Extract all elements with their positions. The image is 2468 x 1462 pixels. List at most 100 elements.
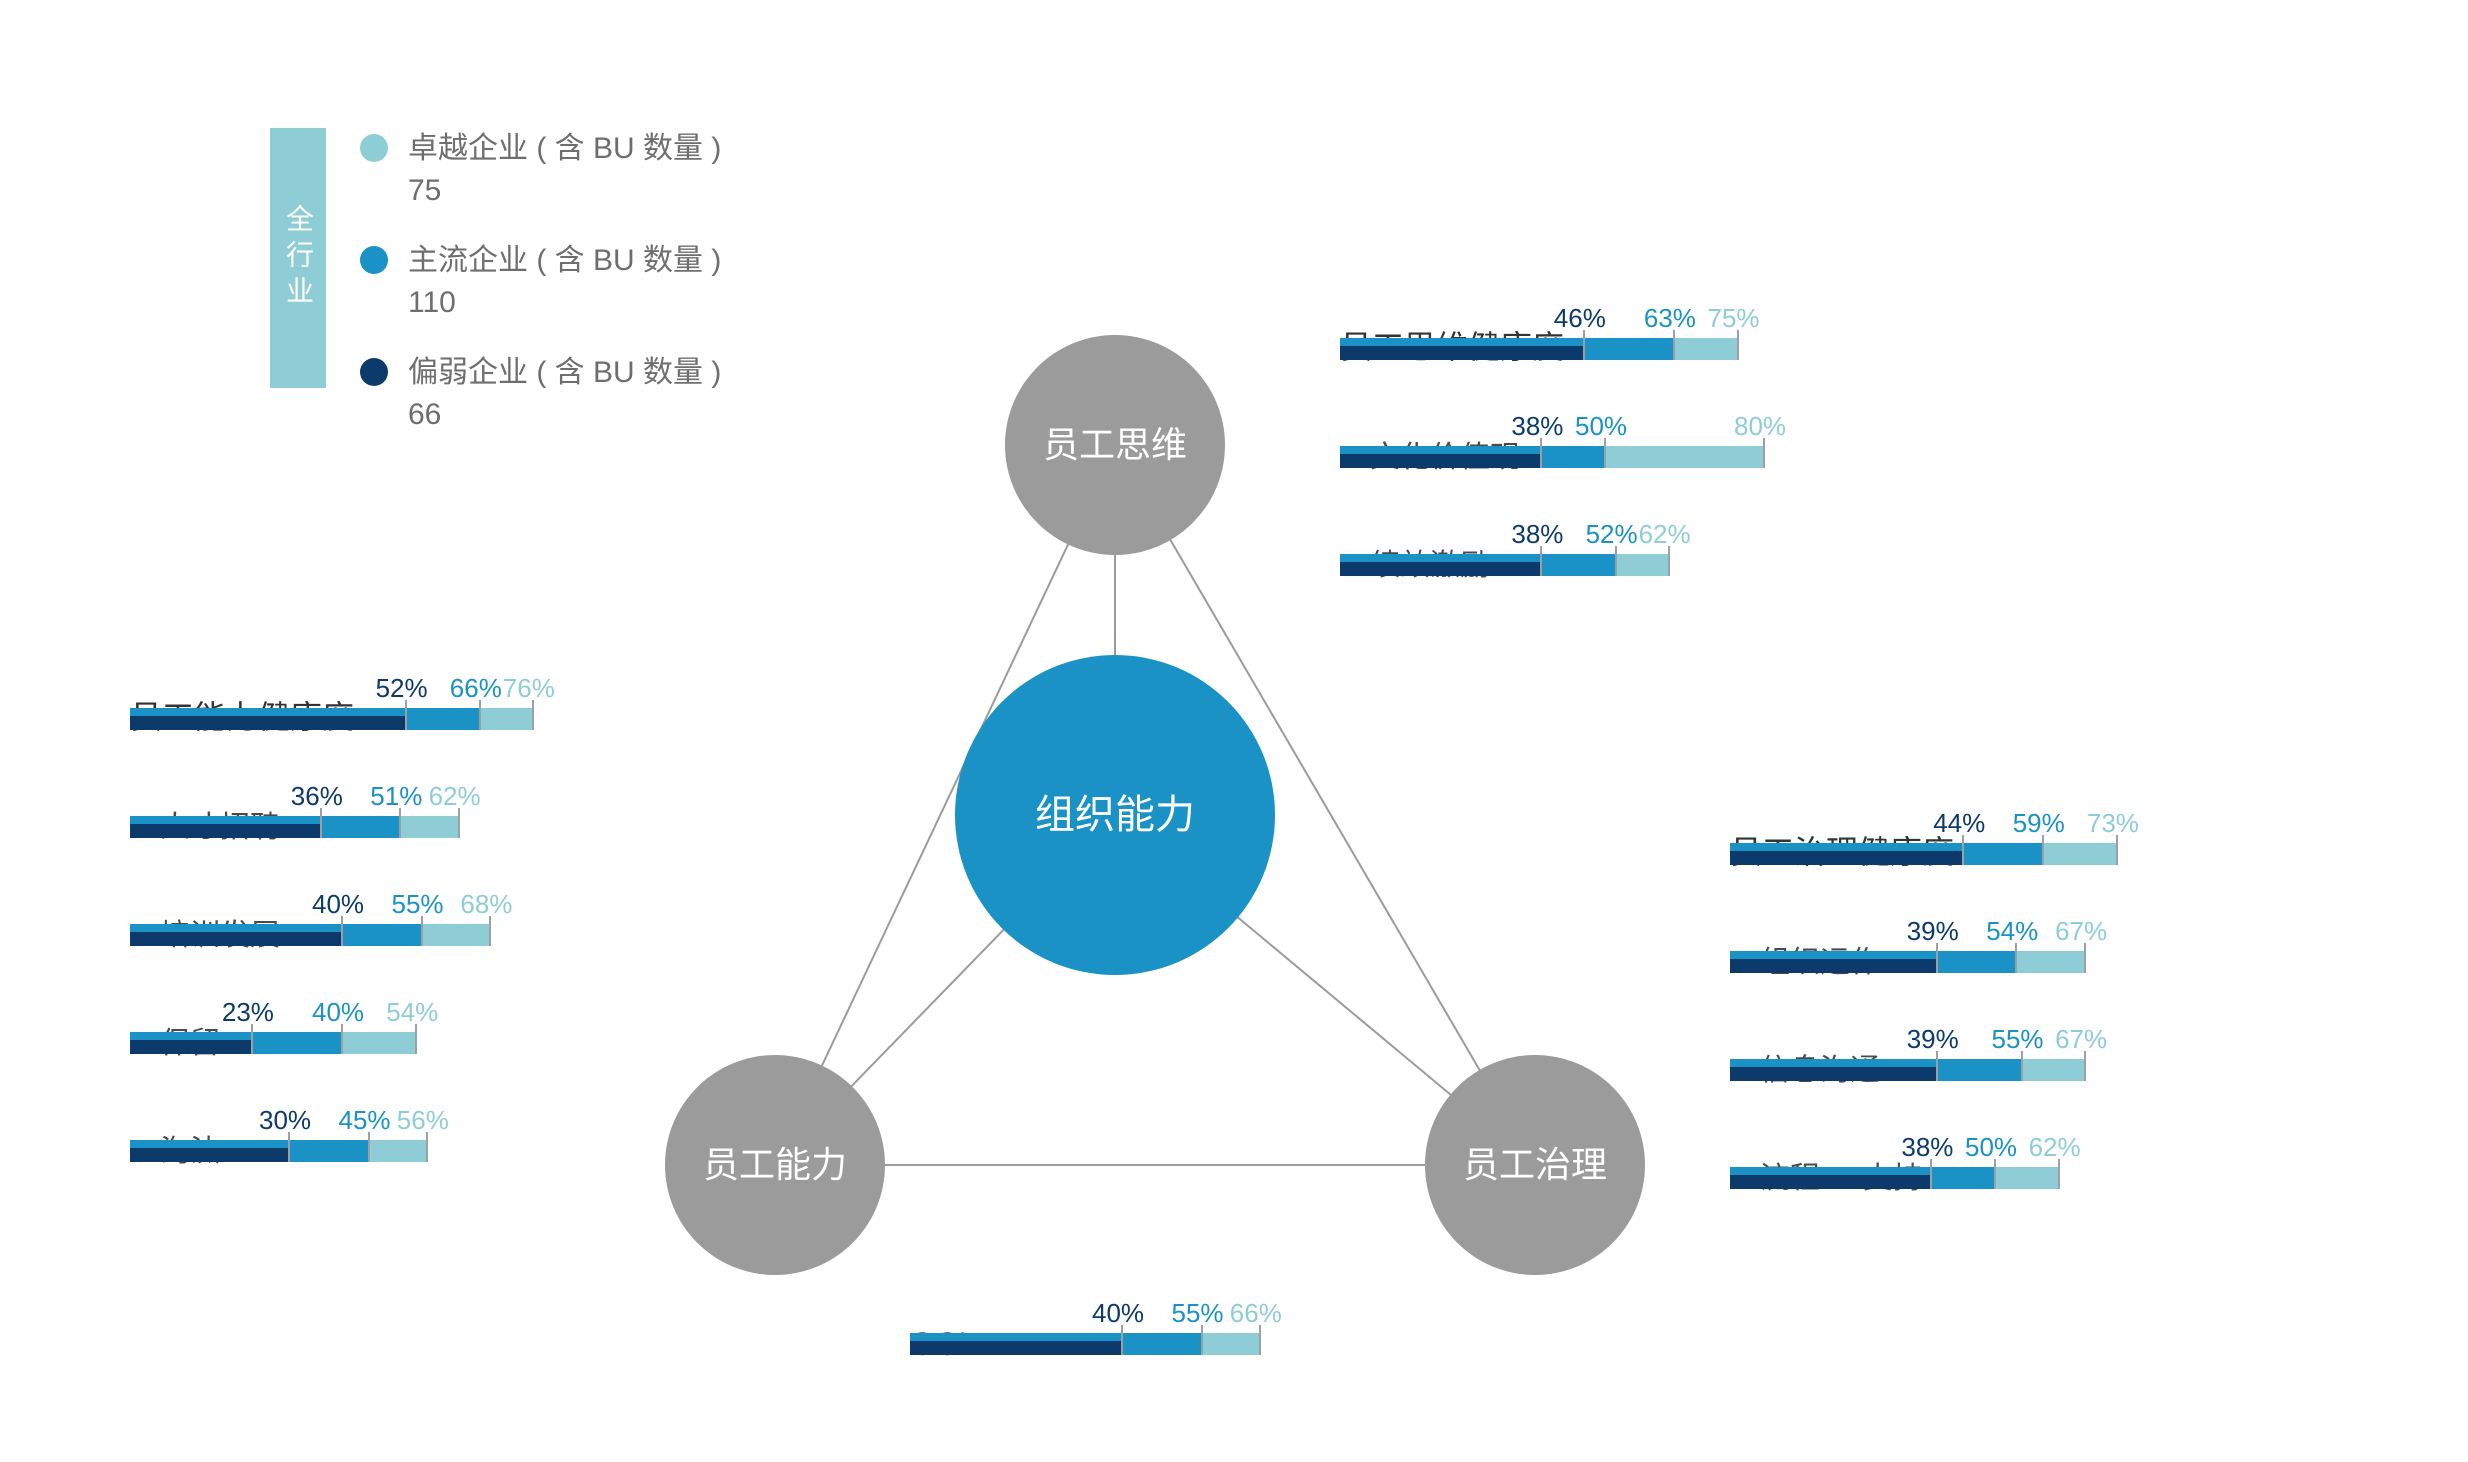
bar-pct-main: 55% [1172, 1298, 1224, 1329]
bar-row: ・信息沟通39%55%67% [1730, 1021, 2380, 1081]
bar-row: ・流程 IT 支持38%50%62% [1730, 1129, 2380, 1189]
bar-row: OCI40%55%66% [910, 1295, 1560, 1355]
bar-pct-excel: 56% [397, 1105, 449, 1136]
bar-track: 员工治理健康度44%59%73% [1730, 805, 2260, 865]
bar-tick [2116, 835, 2118, 865]
bar-tick [421, 916, 423, 946]
bar-pct-excel: 80% [1734, 411, 1786, 442]
bar-pct-main: 54% [1986, 916, 2038, 947]
legend-item: 偏弱企业 ( 含 BU 数量 )66 [360, 352, 721, 436]
bar-pct-excel: 66% [1230, 1298, 1282, 1329]
bar-tick [1737, 330, 1739, 360]
bar-pct-weak: 44% [1933, 808, 1985, 839]
bar-seg-weak [130, 716, 406, 730]
bar-track: 员工能力健康度52%66%76% [130, 670, 660, 730]
bar-pct-weak: 40% [312, 889, 364, 920]
bar-tick [2058, 1159, 2060, 1189]
bar-tick [1936, 943, 1938, 973]
legend-badge: 全行业 [270, 128, 326, 388]
bar-pct-excel: 68% [460, 889, 512, 920]
bar-row: ・淘汰30%45%56% [130, 1102, 780, 1162]
bar-row: ・绩效激励38%52%62% [1340, 516, 1990, 576]
bar-pct-main: 55% [392, 889, 444, 920]
bar-row: 员工思维健康度46%63%75% [1340, 300, 1990, 360]
bar-pct-main: 45% [339, 1105, 391, 1136]
bar-track: ・绩效激励38%52%62% [1340, 516, 1870, 576]
bar-pct-excel: 54% [386, 997, 438, 1028]
bar-pct-weak: 36% [291, 781, 343, 812]
bar-seg-weak [1340, 562, 1541, 576]
legend-badge-label: 全行业 [278, 204, 318, 312]
bar-row: ・人才招聘36%51%62% [130, 778, 780, 838]
bar-row: 员工治理健康度44%59%73% [1730, 805, 2380, 865]
bar-tick [532, 700, 534, 730]
legend-item-label: 主流企业 ( 含 BU 数量 ) [408, 240, 721, 282]
bar-row: ・保留23%40%54% [130, 994, 780, 1054]
bar-tick [399, 808, 401, 838]
bar-tick [1259, 1325, 1261, 1355]
bar-track: 员工思维健康度46%63%75% [1340, 300, 1870, 360]
bar-pct-excel: 62% [1639, 519, 1691, 550]
bar-tick [1540, 546, 1542, 576]
node-govern: 员工治理 [1425, 1055, 1645, 1275]
bar-group-mind: 员工思维健康度46%63%75% ・文化价值观38%50%80% ・绩效激励38%5… [1340, 300, 1990, 624]
legend-item-label: 偏弱企业 ( 含 BU 数量 ) [408, 352, 721, 394]
bar-seg-weak [130, 1040, 252, 1054]
bar-tick [2021, 1051, 2023, 1081]
legend-item: 主流企业 ( 含 BU 数量 )110 [360, 240, 721, 324]
bar-pct-excel: 76% [503, 673, 555, 704]
bar-seg-weak [1730, 959, 1937, 973]
bar-seg-weak [910, 1341, 1122, 1355]
bar-pct-weak: 30% [259, 1105, 311, 1136]
bar-track: ・流程 IT 支持38%50%62% [1730, 1129, 2260, 1189]
legend-items: 卓越企业 ( 含 BU 数量 )75 主流企业 ( 含 BU 数量 )110 偏弱企… [360, 128, 721, 464]
bar-pct-main: 51% [370, 781, 422, 812]
legend-item-count: 110 [408, 282, 721, 324]
bar-seg-weak [1730, 851, 1963, 865]
legend-text: 卓越企业 ( 含 BU 数量 )75 [408, 128, 721, 212]
bar-pct-main: 52% [1586, 519, 1638, 550]
bar-tick [2084, 943, 2086, 973]
bar-pct-excel: 75% [1708, 303, 1760, 334]
bar-pct-weak: 38% [1511, 411, 1563, 442]
bar-track: ・培训发展40%55%68% [130, 886, 660, 946]
bar-tick [489, 916, 491, 946]
bar-tick [1930, 1159, 1932, 1189]
bar-tick [1763, 438, 1765, 468]
legend-dot [360, 358, 388, 386]
bar-seg-weak [1730, 1175, 1931, 1189]
bar-row: ・文化价值观38%50%80% [1340, 408, 1990, 468]
bar-pct-main: 66% [450, 673, 502, 704]
bar-tick [2042, 835, 2044, 865]
bar-seg-weak [1340, 346, 1584, 360]
bar-tick [2015, 943, 2017, 973]
legend-text: 主流企业 ( 含 BU 数量 )110 [408, 240, 721, 324]
bar-tick [368, 1132, 370, 1162]
bar-tick [1668, 546, 1670, 576]
bar-tick [341, 916, 343, 946]
bar-pct-excel: 67% [2055, 916, 2107, 947]
legend-dot [360, 134, 388, 162]
bar-pct-weak: 52% [376, 673, 428, 704]
bar-pct-main: 40% [312, 997, 364, 1028]
bar-group-govern: 员工治理健康度44%59%73%・组织运作39%54%67%・信息沟通39%55… [1730, 805, 2380, 1237]
bar-tick [251, 1024, 253, 1054]
legend-item-label: 卓越企业 ( 含 BU 数量 ) [408, 128, 721, 170]
bar-pct-main: 50% [1965, 1132, 2017, 1163]
bar-track: OCI40%55%66% [910, 1295, 1440, 1355]
bar-seg-weak [130, 1148, 289, 1162]
center-node: 组织能力 [955, 655, 1275, 975]
node-label: 员工治理 [1463, 1142, 1607, 1189]
legend-item-count: 66 [408, 394, 721, 436]
bar-tick [415, 1024, 417, 1054]
bar-pct-excel: 73% [2087, 808, 2139, 839]
bar-row: ・培训发展40%55%68% [130, 886, 780, 946]
bar-tick [2084, 1051, 2086, 1081]
bar-seg-weak [1340, 454, 1541, 468]
bar-track: ・淘汰30%45%56% [130, 1102, 660, 1162]
bar-row: ・组织运作39%54%67% [1730, 913, 2380, 973]
bar-pct-weak: 39% [1907, 1024, 1959, 1055]
bar-pct-excel: 62% [2029, 1132, 2081, 1163]
bar-tick [479, 700, 481, 730]
bar-group-oci: OCI40%55%66% [910, 1295, 1560, 1403]
